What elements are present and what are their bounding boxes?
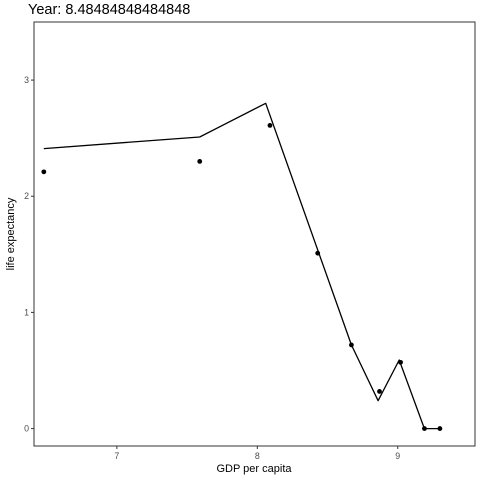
chart-title: Year: 8.48484848484848 [28, 2, 191, 18]
data-point [197, 158, 203, 164]
x-tick-label: 9 [395, 451, 400, 461]
y-tick-label: 1 [24, 307, 29, 317]
data-point [41, 169, 47, 175]
x-tick-label: 7 [114, 451, 119, 461]
data-point [267, 122, 273, 128]
data-point [377, 389, 382, 394]
y-axis: 0 1 2 3 [24, 75, 34, 434]
x-axis-title: GDP per capita [216, 463, 292, 475]
fit-line [43, 102, 440, 430]
y-tick-label: 0 [24, 424, 29, 434]
plot-panel [33, 21, 476, 447]
y-axis-title: life expectancy [5, 197, 17, 270]
y-tick-label: 2 [24, 191, 29, 201]
x-tick-label: 8 [255, 451, 260, 461]
series-layer [41, 102, 443, 431]
y-tick-label: 3 [24, 75, 29, 85]
x-axis: 7 8 9 [114, 446, 400, 461]
